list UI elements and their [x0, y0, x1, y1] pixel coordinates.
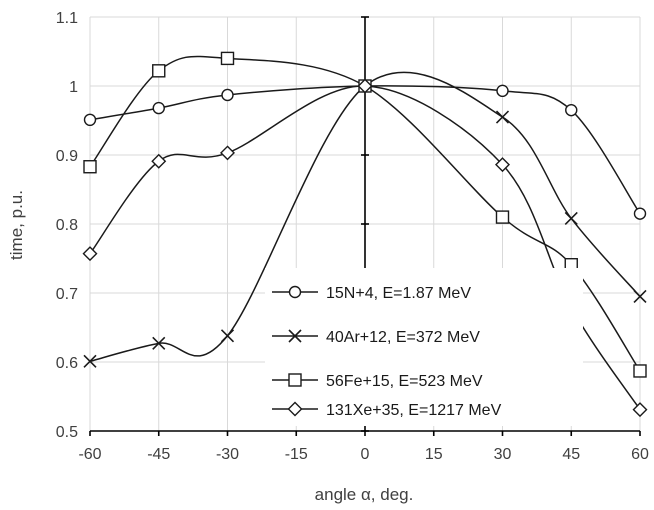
x-tick-label: 60	[631, 446, 649, 463]
data-point	[220, 145, 235, 161]
data-point	[82, 246, 98, 262]
y-axis-title: time, p.u.	[7, 190, 26, 260]
x-tick-label: 15	[425, 446, 443, 463]
legend: 15N+4, E=1.87 MeV 40Ar+12, E=372 MeV 56Fe+…	[265, 268, 583, 426]
legend-entry: 15N+4, E=1.87 MeV	[272, 285, 471, 302]
legend-label: 131Xe+35, E=1217 MeV	[326, 402, 502, 419]
data-point	[633, 364, 647, 378]
data-point	[495, 210, 510, 224]
data-point	[565, 103, 578, 117]
legend-marker	[288, 285, 302, 299]
data-point	[633, 207, 647, 220]
x-axis-title: angle α, deg.	[315, 485, 414, 504]
data-point	[83, 354, 97, 368]
legend-background	[265, 268, 583, 426]
data-point	[495, 157, 510, 173]
data-point	[83, 160, 97, 174]
data-point	[220, 51, 235, 66]
y-tick-label: 0.5	[56, 424, 78, 441]
x-tick-label: -60	[78, 446, 101, 463]
y-tick-label: 0.8	[56, 217, 78, 234]
legend-label: 40Ar+12, E=372 MeV	[326, 329, 480, 346]
y-tick-label: 1.1	[56, 10, 78, 27]
data-point	[152, 101, 165, 115]
x-tick-label: -30	[216, 446, 239, 463]
legend-entry: 56Fe+15, E=523 MeV	[272, 373, 483, 390]
data-point	[496, 84, 509, 98]
y-tick-labels: 0.5 0.6 0.7 0.8 0.9 1 1.1	[56, 10, 78, 441]
data-point	[357, 78, 373, 94]
data-point	[220, 329, 235, 343]
x-tick-label: 30	[494, 446, 512, 463]
legend-marker	[287, 401, 303, 417]
y-tick-label: 0.6	[56, 355, 78, 372]
y-tick-label: 1	[69, 79, 78, 96]
legend-label: 56Fe+15, E=523 MeV	[326, 373, 483, 390]
x-tick-labels: -60 -45 -30 -15 0 15 30 45 60	[78, 446, 649, 463]
legend-label: 15N+4, E=1.87 MeV	[326, 285, 471, 302]
data-point	[221, 88, 234, 102]
data-point	[152, 64, 166, 78]
y-tick-label: 0.7	[56, 286, 78, 303]
x-tick-label: 45	[562, 446, 580, 463]
data-point	[151, 153, 167, 169]
legend-marker	[288, 329, 302, 343]
data-point	[564, 211, 578, 226]
x-tick-label: 0	[361, 446, 370, 463]
data-point	[495, 110, 510, 124]
y-tick-label: 0.9	[56, 148, 78, 165]
data-point	[632, 402, 648, 418]
series-group	[82, 51, 648, 418]
legend-entry: 40Ar+12, E=372 MeV	[272, 329, 480, 346]
legend-marker	[288, 373, 302, 387]
data-point	[83, 113, 97, 127]
data-point	[152, 336, 166, 350]
x-tick-label: -15	[285, 446, 308, 463]
legend-entry: 131Xe+35, E=1217 MeV	[272, 401, 502, 419]
data-point	[633, 289, 647, 304]
x-tick-label: -45	[147, 446, 170, 463]
